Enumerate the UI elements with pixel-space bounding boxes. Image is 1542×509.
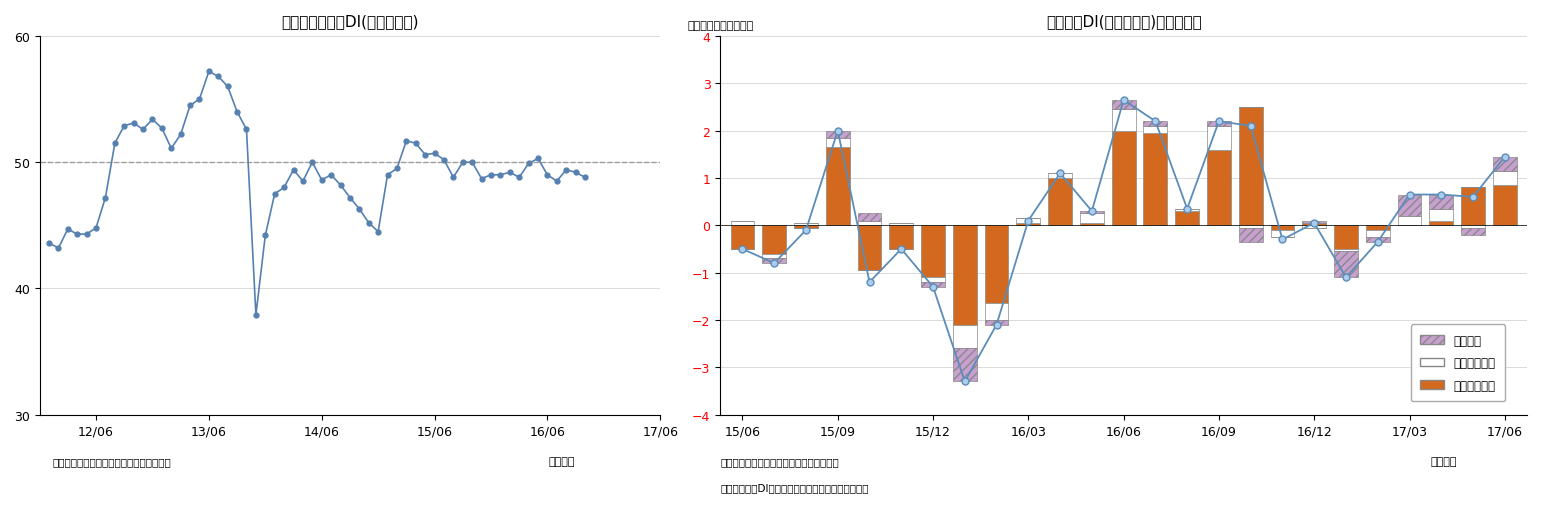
Bar: [1493, 186, 1517, 226]
Bar: [1079, 223, 1104, 226]
Bar: [1207, 122, 1231, 127]
Bar: [953, 226, 976, 325]
Bar: [1366, 238, 1389, 242]
Bar: [857, 214, 882, 221]
Bar: [921, 282, 945, 287]
Bar: [1079, 214, 1104, 223]
Text: （前月差、ポイント）: （前月差、ポイント）: [688, 21, 754, 32]
Bar: [1016, 219, 1041, 223]
Text: （月次）: （月次）: [1431, 456, 1457, 466]
Bar: [1366, 231, 1389, 238]
Bar: [953, 349, 976, 382]
Bar: [921, 278, 945, 282]
Bar: [762, 259, 786, 264]
Bar: [890, 226, 913, 249]
Bar: [1112, 110, 1135, 131]
Bar: [731, 221, 754, 226]
Bar: [1112, 131, 1135, 226]
Bar: [1144, 127, 1167, 134]
Bar: [1144, 134, 1167, 226]
Bar: [1429, 221, 1453, 226]
Bar: [1303, 223, 1326, 226]
Bar: [953, 325, 976, 349]
Bar: [1271, 226, 1294, 231]
Bar: [1175, 212, 1200, 226]
Bar: [794, 223, 817, 226]
Bar: [731, 226, 754, 249]
Bar: [985, 226, 1008, 304]
Bar: [985, 320, 1008, 325]
Bar: [1238, 108, 1263, 226]
Bar: [794, 226, 817, 228]
Bar: [857, 221, 882, 226]
Bar: [1334, 249, 1359, 252]
Bar: [1303, 221, 1326, 223]
Bar: [1397, 216, 1422, 226]
Bar: [1112, 101, 1135, 110]
Legend: 雇用関連, 企業動向関連, 家計動向関連: 雇用関連, 企業動向関連, 家計動向関連: [1411, 325, 1505, 401]
Bar: [1462, 188, 1485, 226]
Text: （資料）内閣府「景気ウォッチャー調査」: （資料）内閣府「景気ウォッチャー調査」: [720, 456, 839, 466]
Bar: [890, 223, 913, 226]
Text: （月次）: （月次）: [549, 456, 575, 466]
Bar: [827, 131, 850, 138]
Bar: [1175, 209, 1200, 212]
Bar: [1144, 122, 1167, 127]
Bar: [1334, 252, 1359, 278]
Bar: [1429, 195, 1453, 209]
Bar: [1238, 228, 1263, 242]
Bar: [1366, 226, 1389, 231]
Bar: [1207, 150, 1231, 226]
Bar: [921, 226, 945, 278]
Title: 現状判断DI(季節調整値)の変動要因: 現状判断DI(季節調整値)の変動要因: [1045, 14, 1201, 29]
Bar: [1303, 226, 1326, 228]
Bar: [1462, 226, 1485, 228]
Bar: [1397, 195, 1422, 216]
Bar: [1016, 223, 1041, 226]
Bar: [1493, 157, 1517, 172]
Bar: [985, 304, 1008, 320]
Bar: [1238, 226, 1263, 228]
Bar: [762, 254, 786, 259]
Bar: [1207, 127, 1231, 150]
Bar: [1493, 172, 1517, 186]
Bar: [762, 226, 786, 254]
Bar: [827, 148, 850, 226]
Bar: [1049, 174, 1072, 179]
Bar: [1271, 231, 1294, 238]
Title: 景気の現状判断DI(季節調整値): 景気の現状判断DI(季節調整値): [281, 14, 419, 29]
Bar: [1334, 226, 1359, 249]
Bar: [857, 226, 882, 271]
Bar: [1462, 228, 1485, 235]
Bar: [1429, 209, 1453, 221]
Text: （資料）内閣府「景気ウォッチャー調査」: （資料）内閣府「景気ウォッチャー調査」: [52, 456, 171, 466]
Bar: [827, 138, 850, 148]
Bar: [1049, 179, 1072, 226]
Text: （注）分野別DIの前月差に各ウェイトを乗じて算出: （注）分野別DIの前月差に各ウェイトを乗じて算出: [720, 483, 868, 492]
Bar: [1079, 212, 1104, 214]
